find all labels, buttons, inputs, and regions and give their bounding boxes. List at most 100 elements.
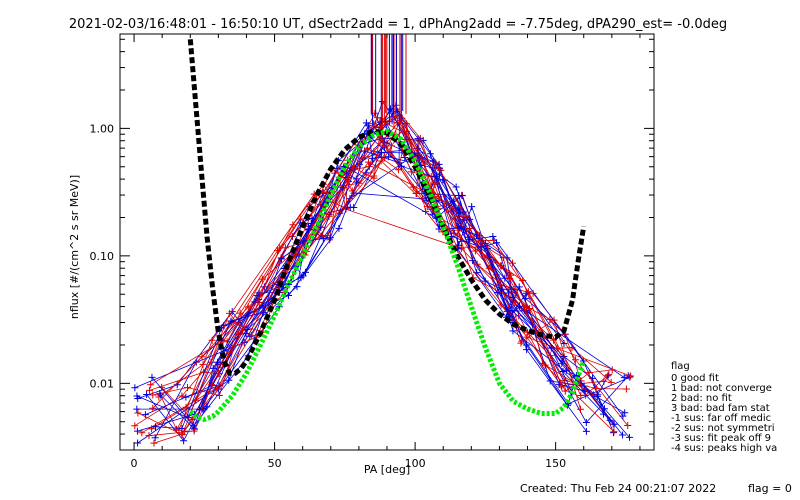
measurement-point	[225, 376, 233, 384]
chart-title: 2021-02-03/16:48:01 - 16:50:10 UT, dSect…	[69, 17, 727, 32]
measurement-point	[624, 422, 632, 430]
y-tick-label: 0.01	[90, 377, 115, 390]
footer-flag: flag = 0	[748, 482, 792, 495]
legend-entry: 1 bad: not converge	[671, 383, 772, 394]
measurement-point	[413, 190, 421, 197]
measurement-point	[465, 224, 473, 232]
measurement-point	[143, 391, 151, 399]
measurement-point	[604, 372, 612, 380]
measurement-point	[148, 425, 156, 433]
measurement-point	[182, 403, 190, 411]
measurement-point	[149, 404, 157, 412]
measurement-point	[276, 244, 284, 252]
measurement-point	[213, 385, 221, 393]
measurement-point	[138, 429, 146, 437]
legend-entry: 2 bad: no fit	[671, 393, 732, 404]
measurement-point	[610, 428, 618, 436]
measurement-point	[364, 158, 372, 166]
measurement-point	[519, 276, 527, 284]
measurement-point	[498, 285, 506, 293]
measurement-point	[335, 224, 343, 232]
x-tick-label: 50	[268, 457, 282, 470]
measurement-point	[183, 384, 191, 392]
measurement-point	[248, 331, 256, 339]
legend-entry: -2 sus: not symmetri	[671, 423, 775, 434]
measurement-point	[239, 326, 247, 334]
measurement-point	[196, 406, 204, 414]
measurement-point	[317, 223, 325, 231]
measurement-point	[387, 142, 395, 150]
measurement-point	[326, 234, 334, 242]
measurement-point	[394, 166, 402, 174]
measurement-point	[208, 381, 216, 389]
measurement-point	[426, 150, 434, 158]
y-axis: 0.01 0.10 1.00	[90, 38, 654, 435]
legend-title: flag	[671, 361, 690, 372]
measurement-point	[606, 416, 614, 424]
measurement-point	[227, 317, 235, 325]
measurement-point	[244, 303, 252, 311]
measurement-point	[593, 392, 601, 400]
measurement-point	[350, 203, 358, 211]
measurement-point	[374, 114, 382, 122]
measurement-point	[608, 366, 616, 374]
measurement-point	[576, 405, 584, 413]
measurement-point	[468, 203, 476, 211]
measurement-point	[131, 384, 139, 392]
measurement-point	[529, 289, 537, 297]
measurement-point	[515, 283, 523, 291]
measurement-point	[585, 369, 593, 377]
measurement-point	[553, 344, 561, 352]
measurement-point	[178, 431, 186, 439]
measurement-point	[572, 356, 580, 364]
legend-entry: -4 sus: peaks high va	[671, 443, 777, 454]
measurement-point	[133, 405, 141, 413]
x-tick-label: 100	[405, 457, 426, 470]
measurement-point	[208, 336, 216, 344]
measurement-point	[150, 439, 158, 447]
measurement-point	[546, 377, 554, 385]
measurement-point	[435, 165, 443, 173]
measurement-point	[619, 431, 627, 439]
measurement-point	[509, 327, 517, 335]
x-axis: 0 50 100 150	[131, 34, 641, 470]
measurement-point	[148, 373, 156, 381]
measurement-point	[157, 391, 165, 399]
measurement-point	[377, 157, 385, 165]
measurement-point	[422, 196, 430, 204]
measurement-point	[370, 174, 378, 182]
measurement-point	[466, 236, 474, 244]
measurement-point	[509, 293, 517, 301]
measurement-point	[497, 262, 505, 270]
measurement-point	[131, 422, 139, 430]
measurement-point	[378, 136, 386, 144]
measurement-point	[279, 284, 287, 292]
measurement-point	[477, 243, 485, 251]
flag-legend: flag 0 good fit 1 bad: not converge 2 ba…	[671, 361, 777, 454]
measurement-point	[134, 439, 142, 447]
measurement-point	[378, 148, 386, 156]
measurement-point	[627, 372, 635, 380]
measurement-point	[423, 203, 431, 211]
measurement-point	[226, 309, 234, 317]
measurement-point	[582, 418, 590, 426]
measurement-point	[622, 385, 630, 393]
measurement-point	[546, 315, 554, 323]
measurement-point	[462, 213, 470, 221]
measurement-point	[348, 187, 356, 195]
measurement-point	[145, 386, 153, 394]
legend-entry: 3 bad: bad fam stat	[671, 403, 770, 414]
measurement-point	[489, 233, 497, 241]
measurement-point	[607, 378, 615, 386]
measurement-point	[550, 316, 558, 324]
measurement-point	[353, 178, 361, 186]
x-tick-label: 0	[131, 457, 138, 470]
y-axis-label: nflux [#/(cm^2 s sr MeV)]	[68, 175, 81, 319]
measurement-point	[300, 237, 308, 245]
measurement-point	[460, 208, 468, 216]
measurement-traces	[131, 34, 635, 447]
measurement-point	[180, 437, 188, 445]
measurement-point	[505, 289, 513, 297]
measurement-point	[508, 307, 516, 315]
measurement-point	[577, 391, 585, 399]
